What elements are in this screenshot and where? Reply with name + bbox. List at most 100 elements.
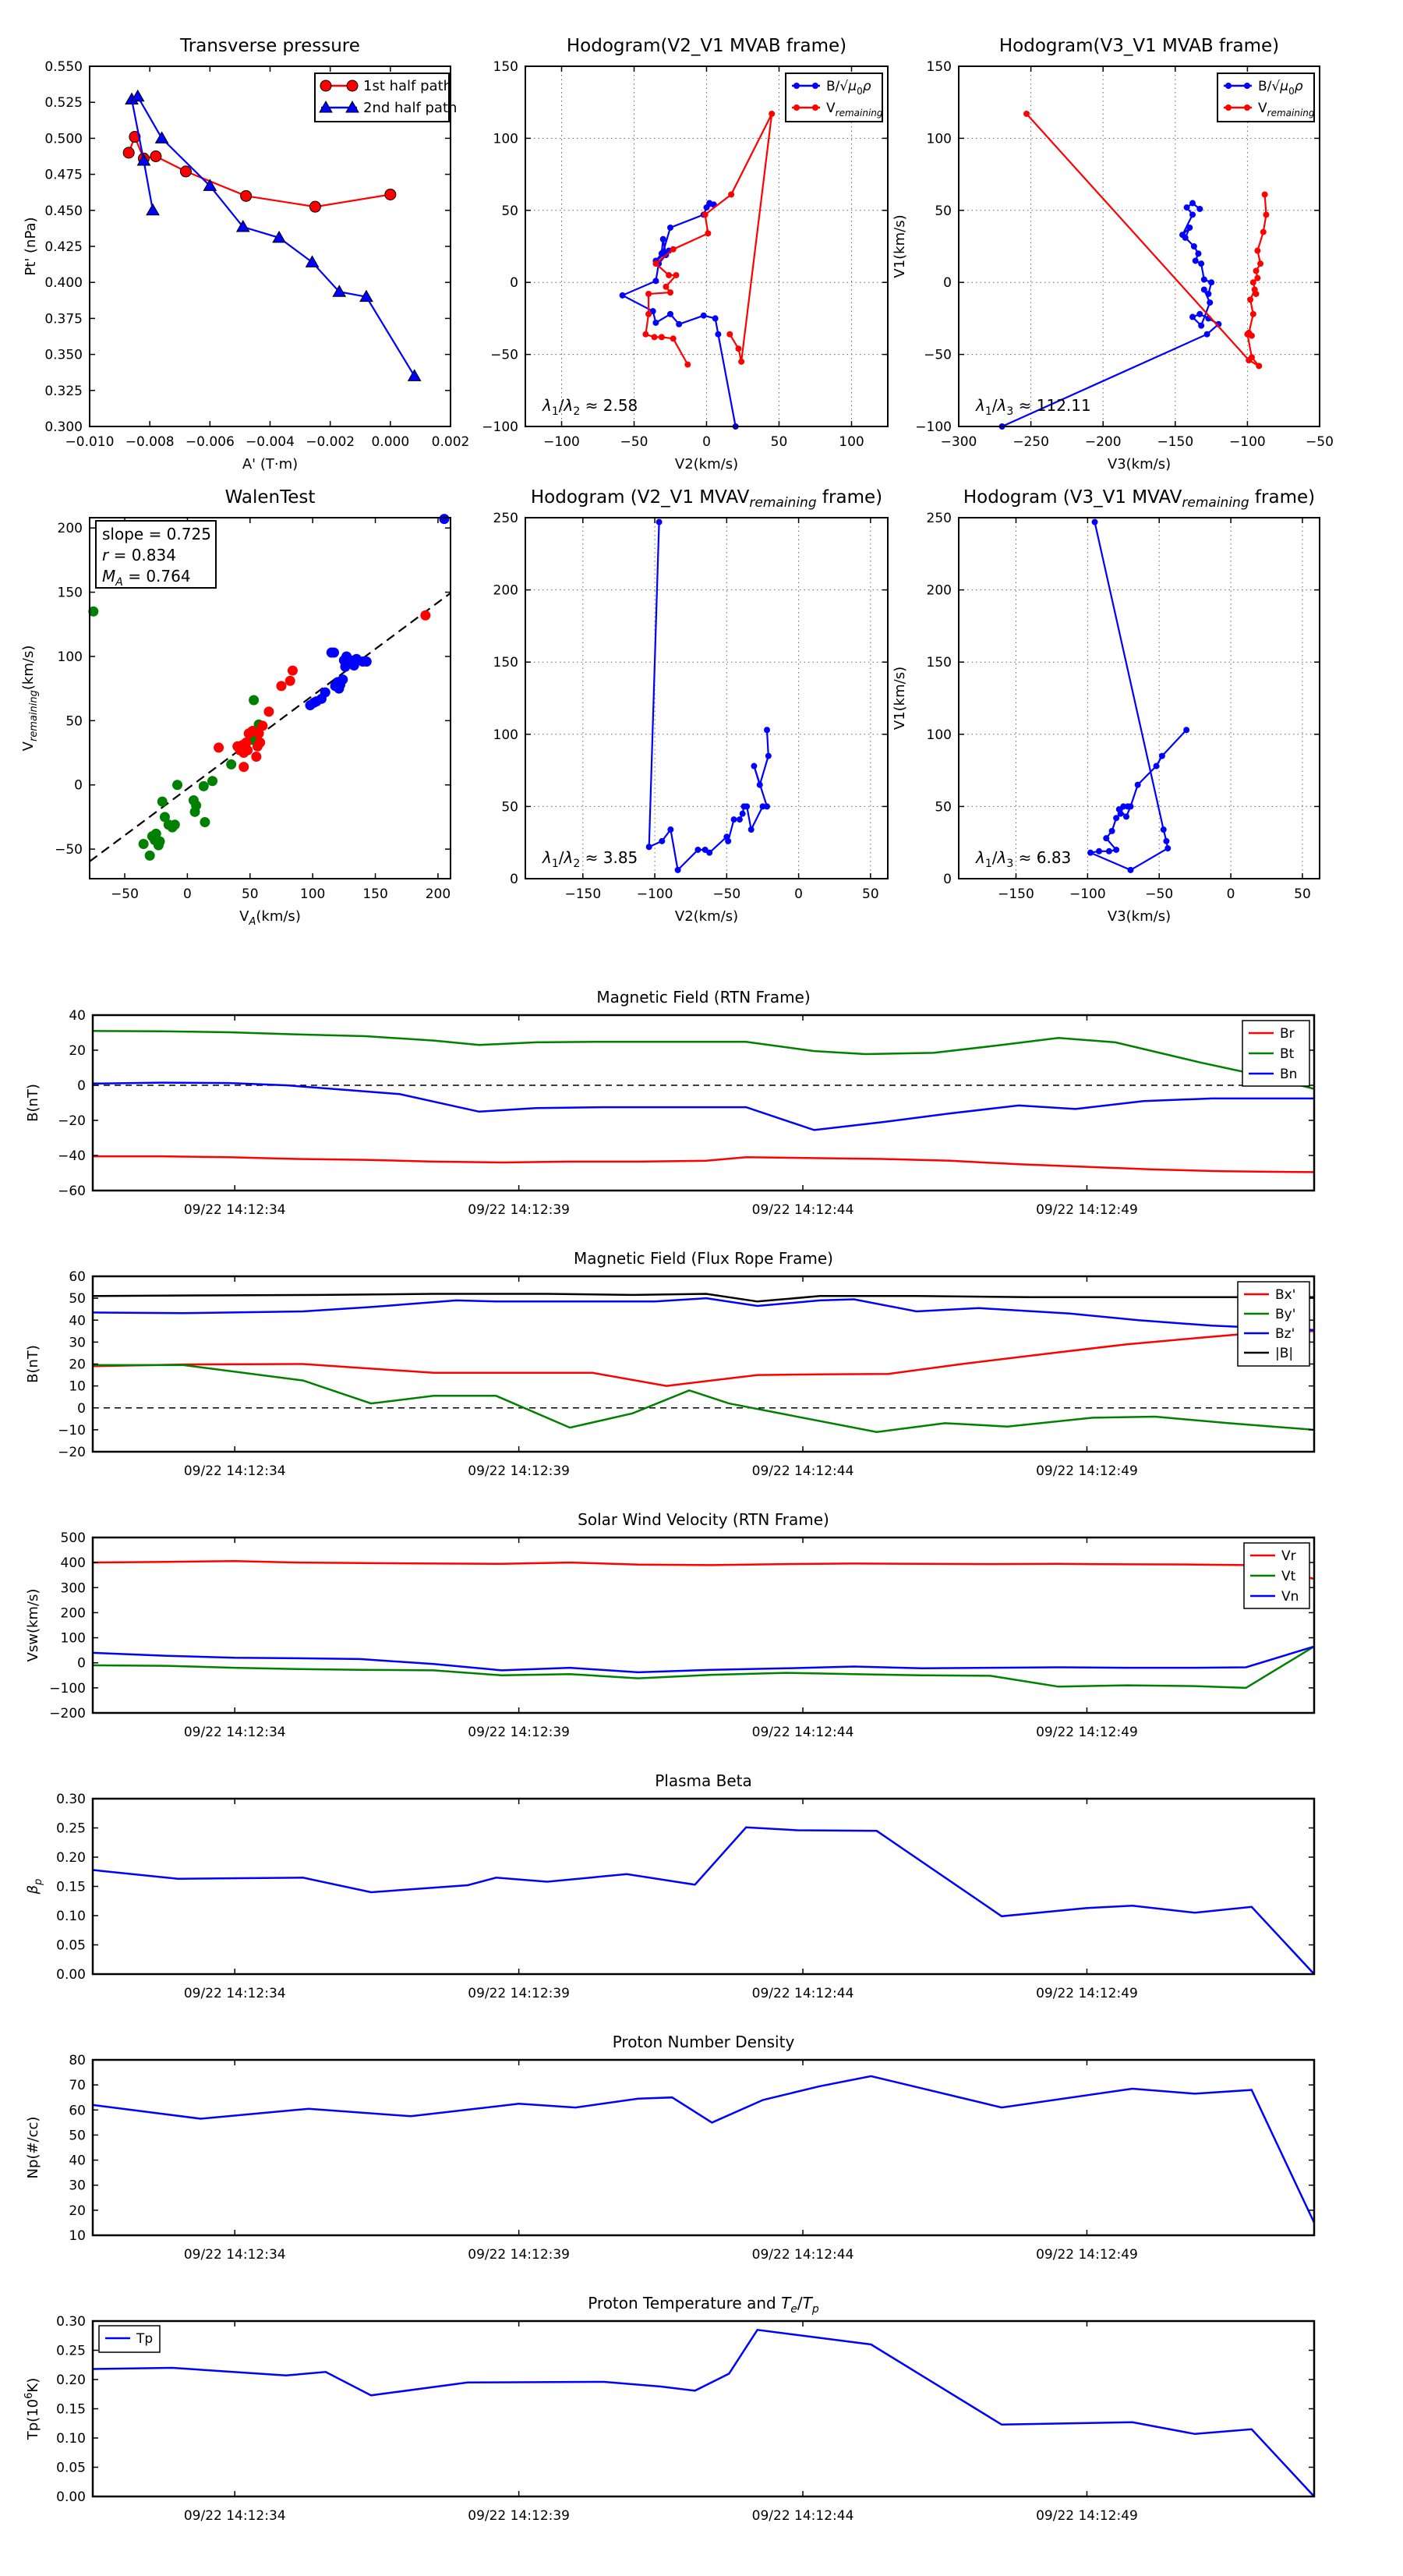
marker-dot <box>706 849 713 856</box>
marker-dot <box>658 334 665 341</box>
marker-dot <box>1256 363 1263 370</box>
x-tick-label: −0.006 <box>186 434 235 450</box>
x-tick-label: −300 <box>941 434 977 450</box>
x-axis-label: VA(km/s) <box>239 908 301 928</box>
y-tick-label: 70 <box>69 2078 86 2093</box>
chart-title: Hodogram (V3_V1 MVAVremaining frame) <box>963 487 1315 511</box>
y-tick-label: −100 <box>482 419 518 435</box>
x-tick-label: 0.000 <box>371 434 409 450</box>
marker-dot <box>712 315 719 322</box>
series-beta_p <box>92 1826 1315 1975</box>
x-tick-label: −50 <box>712 886 740 902</box>
x-tick-label: 50 <box>242 886 259 902</box>
marker-dot <box>150 828 161 839</box>
marker-triangle <box>130 89 145 102</box>
y-tick-label: 50 <box>65 713 83 729</box>
marker-dot <box>765 752 772 759</box>
legend: Br Bt Bn <box>1242 1020 1310 1087</box>
marker-dot <box>1087 849 1094 856</box>
marker-dot <box>666 271 673 278</box>
marker-dot <box>645 310 652 317</box>
y-tick-label: 10 <box>69 2228 86 2244</box>
x-tick-label: 09/22 14:12:44 <box>752 2508 854 2524</box>
marker-dot <box>1254 274 1261 281</box>
marker-dot <box>191 800 202 811</box>
x-tick-label: −150 <box>998 886 1034 902</box>
marker-dot <box>1196 205 1203 212</box>
legend-label: Bz' <box>1275 1326 1295 1342</box>
marker-dot <box>663 283 670 290</box>
y-tick-label: 0 <box>74 778 83 794</box>
marker-dot <box>337 674 348 685</box>
y-tick-label: 200 <box>61 1605 86 1621</box>
y-tick-label: 20 <box>69 2203 86 2219</box>
chart-np: 09/22 14:12:34 09/22 14:12:39 09/22 14:12:… <box>25 2033 1316 2263</box>
y-tick-label: 10 <box>69 1379 86 1395</box>
x-tick-label: 09/22 14:12:49 <box>1036 2247 1138 2263</box>
x-tick-label: 09/22 14:12:49 <box>1036 1202 1138 1218</box>
y-tick-label: −20 <box>58 1445 86 1460</box>
y-tick-label: 0.00 <box>56 1967 86 1983</box>
legend-label: B/√μ0ρ <box>826 79 871 97</box>
y-tick-label: 50 <box>501 203 518 219</box>
x-tick-label: −50 <box>1306 434 1334 450</box>
legend-label: Bx' <box>1275 1287 1295 1303</box>
y-tick-label: −50 <box>490 348 518 363</box>
marker-dot <box>1023 110 1030 117</box>
lambda-annotation: λ1/λ2 ≈ 2.58 <box>542 396 638 418</box>
marker-dot <box>667 289 673 296</box>
legend-label: Bt <box>1280 1046 1295 1062</box>
y-tick-label: −20 <box>58 1113 86 1129</box>
marker-circle <box>122 147 135 159</box>
stats-line: r = 0.834 <box>102 546 176 564</box>
legend: B/√μ0ρ Vremaining <box>1217 73 1315 122</box>
marker-dot <box>1203 331 1210 338</box>
marker-dot <box>1208 279 1215 286</box>
marker-dot <box>242 745 253 755</box>
marker-dot <box>1207 299 1214 306</box>
y-tick-label: 400 <box>61 1555 86 1571</box>
marker-dot <box>276 681 287 692</box>
marker-dot <box>1260 228 1267 235</box>
x-tick-label: 100 <box>839 434 864 450</box>
marker-dot <box>1244 83 1250 89</box>
marker-dot <box>1195 250 1202 257</box>
series-Vr <box>92 1559 1315 1580</box>
x-axis-label: V3(km/s) <box>1108 456 1171 472</box>
marker-dot <box>1158 752 1165 759</box>
x-axis-label: V2(km/s) <box>675 456 738 472</box>
y-tick-label: 150 <box>927 655 952 671</box>
y-tick-label: 60 <box>69 1269 86 1285</box>
x-tick-label: −100 <box>1229 434 1266 450</box>
marker-dot <box>172 780 183 791</box>
marker-dot <box>200 817 210 828</box>
marker-dot <box>705 230 712 237</box>
y-tick-label: 0.05 <box>56 1938 86 1954</box>
marker-dot <box>198 780 209 791</box>
marker-dot <box>715 331 722 338</box>
marker-dot <box>726 331 733 338</box>
marker-dot <box>812 104 818 111</box>
y-axis-label: B(nT) <box>25 1345 41 1383</box>
marker-dot <box>320 687 330 698</box>
y-tick-label: 20 <box>69 1357 86 1373</box>
y-tick-label: 500 <box>61 1530 86 1546</box>
marker-triangle <box>319 100 333 113</box>
chart-tp: 09/22 14:12:34 09/22 14:12:39 09/22 14:12:… <box>23 2294 1316 2524</box>
y-tick-label: 250 <box>493 511 518 526</box>
x-tick-label: −100 <box>1069 886 1106 902</box>
marker-dot <box>1153 763 1160 770</box>
x-tick-label: −0.008 <box>125 434 175 450</box>
series-Bt <box>92 1030 1315 1090</box>
series-|B| <box>92 1293 1314 1303</box>
y-tick-label: 0.375 <box>44 311 83 327</box>
marker-dot <box>1253 290 1260 297</box>
series-V_path <box>1087 522 1187 872</box>
y-tick-label: 30 <box>69 1335 86 1350</box>
marker-dot <box>667 826 674 833</box>
x-tick-label: 50 <box>1294 886 1311 902</box>
marker-dot <box>1105 847 1112 855</box>
x-tick-label: 09/22 14:12:44 <box>752 1725 854 1740</box>
marker-dot <box>253 728 264 739</box>
